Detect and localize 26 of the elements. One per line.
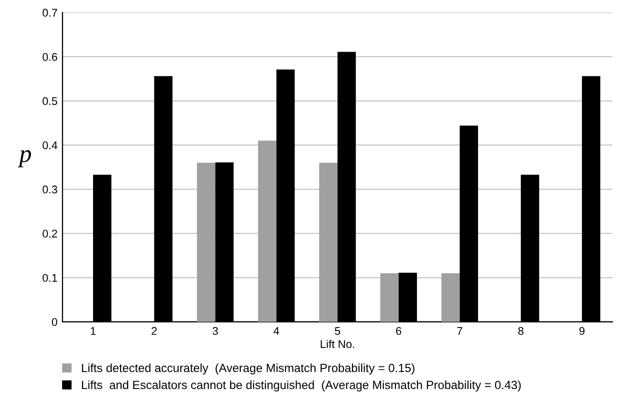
x-axis-title: Lift No. (320, 340, 354, 348)
legend-label: Lifts and Escalators cannot be distinguished (Average Mismatch Probability = 0.43) (82, 380, 521, 392)
y-tick-label: 0 (52, 318, 58, 326)
y-tick-label: 0.4 (42, 141, 58, 150)
x-tick-label: 5 (334, 327, 340, 335)
y-tick-label: 0.6 (42, 52, 58, 61)
y-tick-label: 0.3 (42, 186, 58, 194)
legend-label: Lifts detected accurately (Average Mismatch Probability = 0.15) (82, 363, 414, 374)
bar (441, 273, 460, 322)
x-tick-label: 8 (518, 327, 524, 335)
y-tick-label: 0.7 (42, 8, 58, 17)
bar (380, 273, 399, 322)
y-tick-label: 0.2 (42, 230, 58, 238)
x-tick-label: 3 (212, 327, 218, 335)
bar (319, 162, 338, 322)
x-tick-label: 6 (396, 327, 402, 335)
bar (258, 140, 276, 322)
y-axis-title: p (18, 150, 32, 168)
y-tick-label: 0.5 (42, 97, 58, 106)
x-tick-label: 7 (457, 327, 462, 335)
x-tick-label: 2 (152, 327, 157, 335)
x-tick-label: 4 (274, 327, 280, 335)
x-tick-label: 9 (579, 327, 585, 335)
x-tick-label: 1 (90, 327, 96, 335)
y-tick-label: 0.1 (42, 274, 58, 282)
bar (196, 162, 216, 322)
